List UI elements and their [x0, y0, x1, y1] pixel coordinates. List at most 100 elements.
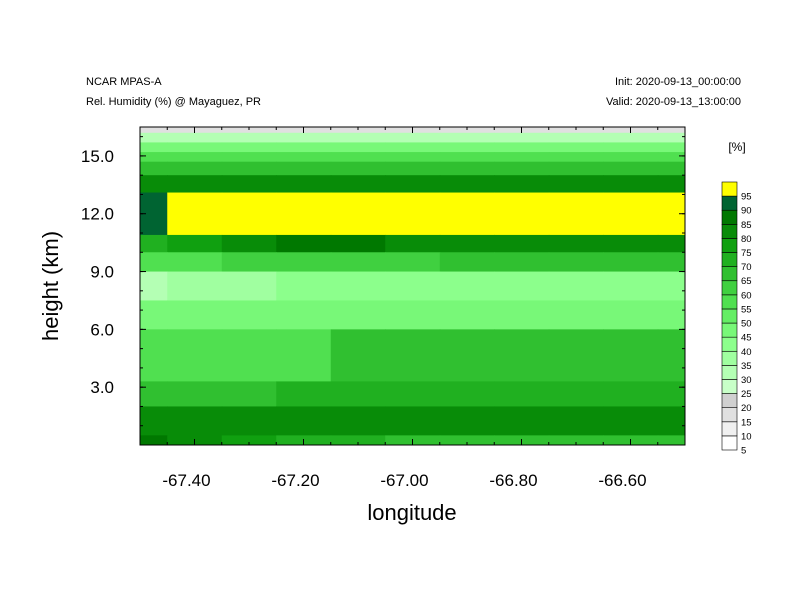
rh-cell-band2-x6: [439, 142, 495, 153]
rh-cell-band3-x0: [140, 152, 168, 163]
rh-cell-band13-x8: [548, 406, 604, 436]
rh-cell-band1-x10: [657, 132, 685, 144]
axis-ticks: [139, 127, 686, 446]
x-tick-label: -66.80: [489, 471, 537, 490]
x-tick-label: -67.40: [162, 471, 210, 490]
rh-cell-band4-x5: [385, 161, 441, 176]
rh-cell-band4-x9: [603, 161, 659, 176]
rh-cell-band5-x3: [276, 175, 332, 194]
init-time: Init: 2020-09-13_00:00:00: [615, 76, 741, 88]
y-tick-label: 3.0: [90, 378, 114, 397]
colorbar-swatch: [721, 181, 738, 197]
colorbar-label: 30: [741, 375, 752, 386]
rh-cell-band6-x2: [221, 192, 277, 236]
rh-cell-band8-x8: [548, 252, 604, 273]
rh-cell-band7-x0: [140, 234, 168, 253]
rh-cell-band9-x2: [221, 271, 277, 302]
rh-cell-band3-x8: [548, 152, 604, 163]
rh-cell-band9-x9: [603, 271, 659, 302]
rh-cell-band13-x2: [221, 406, 277, 436]
rh-cell-band5-x0: [140, 175, 168, 194]
colorbar: 5 10 15 20 25 30 35 40 45 50 55 60 65 70 75 80 85 90 95: [721, 181, 752, 457]
y-tick-label: 12.0: [81, 205, 114, 224]
rh-cell-band11-x1: [167, 329, 223, 382]
colorbar-label: 55: [741, 304, 752, 315]
x-tick-label: -67.00: [380, 471, 428, 490]
colorbar-swatch: [721, 336, 738, 352]
y-axis-label: height (km): [38, 231, 63, 341]
rh-cell-band3-x4: [330, 152, 386, 163]
rh-cell-band8-x6: [439, 252, 495, 273]
rh-cell-band11-x6: [439, 329, 495, 382]
rh-cell-band9-x1: [167, 271, 223, 302]
colorbar-label: 5: [741, 446, 746, 457]
rh-cell-band0-x0: [140, 127, 168, 134]
rh-cell-band7-x5: [385, 234, 441, 253]
colorbar-swatch: [721, 252, 738, 267]
rh-cell-band2-x2: [221, 142, 277, 153]
colorbar-swatch: [721, 238, 738, 253]
colorbar-swatch: [721, 266, 738, 282]
rh-cell-band1-x7: [494, 132, 550, 144]
colorbar-swatch: [721, 195, 738, 211]
rh-cell-band12-x5: [385, 381, 441, 408]
rh-cell-band1-x5: [385, 132, 441, 144]
rh-cell-band8-x5: [385, 252, 441, 273]
colorbar-swatch: [721, 224, 738, 239]
rh-cell-band1-x0: [140, 132, 168, 144]
rh-cell-band10-x2: [221, 300, 277, 330]
rh-cell-band3-x2: [221, 152, 277, 163]
rh-cell-band9-x3: [276, 271, 332, 302]
rh-cell-band8-x4: [330, 252, 386, 273]
rh-cell-band5-x9: [603, 175, 659, 194]
rh-cell-band6-x7: [494, 192, 550, 236]
rh-cell-band9-x0: [140, 271, 168, 302]
rh-cell-band11-x9: [603, 329, 659, 382]
colorbar-swatch: [721, 280, 738, 296]
rh-cell-band10-x8: [548, 300, 604, 330]
colorbar-label: 70: [741, 262, 752, 273]
rh-cell-band7-x2: [221, 234, 277, 253]
rh-cell-band1-x3: [276, 132, 332, 144]
rh-cell-band12-x0: [140, 381, 168, 408]
rh-cell-band0-x4: [330, 127, 386, 134]
rh-cell-band14-x8: [548, 435, 604, 445]
rh-cell-band7-x9: [603, 234, 659, 253]
rh-cell-band5-x1: [167, 175, 223, 194]
x-axis-label: longitude: [367, 500, 456, 525]
contour-fill: [140, 127, 685, 445]
rh-cell-band4-x2: [221, 161, 277, 176]
rh-cell-band13-x1: [167, 406, 223, 436]
rh-cell-band12-x8: [548, 381, 604, 408]
rh-cell-band2-x0: [140, 142, 168, 153]
rh-cell-band4-x4: [330, 161, 386, 176]
rh-cell-band11-x3: [276, 329, 332, 382]
rh-cell-band11-x2: [221, 329, 277, 382]
rh-cell-band14-x4: [330, 435, 386, 445]
rh-cell-band0-x2: [221, 127, 277, 134]
rh-cell-band6-x1: [167, 192, 223, 236]
rh-cell-band0-x8: [548, 127, 604, 134]
rh-cell-band12-x3: [276, 381, 332, 408]
rh-cell-band13-x5: [385, 406, 441, 436]
rh-cell-band10-x4: [330, 300, 386, 330]
rh-cell-band0-x6: [439, 127, 495, 134]
colorbar-label: 15: [741, 417, 752, 428]
model-name: NCAR MPAS-A: [86, 76, 162, 88]
rh-cell-band13-x9: [603, 406, 659, 436]
valid-time: Valid: 2020-09-13_13:00:00: [606, 96, 741, 108]
rh-cell-band6-x3: [276, 192, 332, 236]
rh-cell-band4-x1: [167, 161, 223, 176]
rh-cell-band1-x6: [439, 132, 495, 144]
rh-cell-band14-x6: [439, 435, 495, 445]
rh-cell-band1-x9: [603, 132, 659, 144]
rh-cell-band1-x1: [167, 132, 223, 144]
colorbar-label: 65: [741, 276, 752, 287]
colorbar-label: 10: [741, 431, 752, 442]
rh-cell-band13-x3: [276, 406, 332, 436]
rh-cell-band6-x5: [385, 192, 441, 236]
rh-cell-band5-x2: [221, 175, 277, 194]
rh-cell-band4-x0: [140, 161, 168, 176]
rh-cell-band8-x1: [167, 252, 223, 273]
colorbar-label: 60: [741, 290, 752, 301]
